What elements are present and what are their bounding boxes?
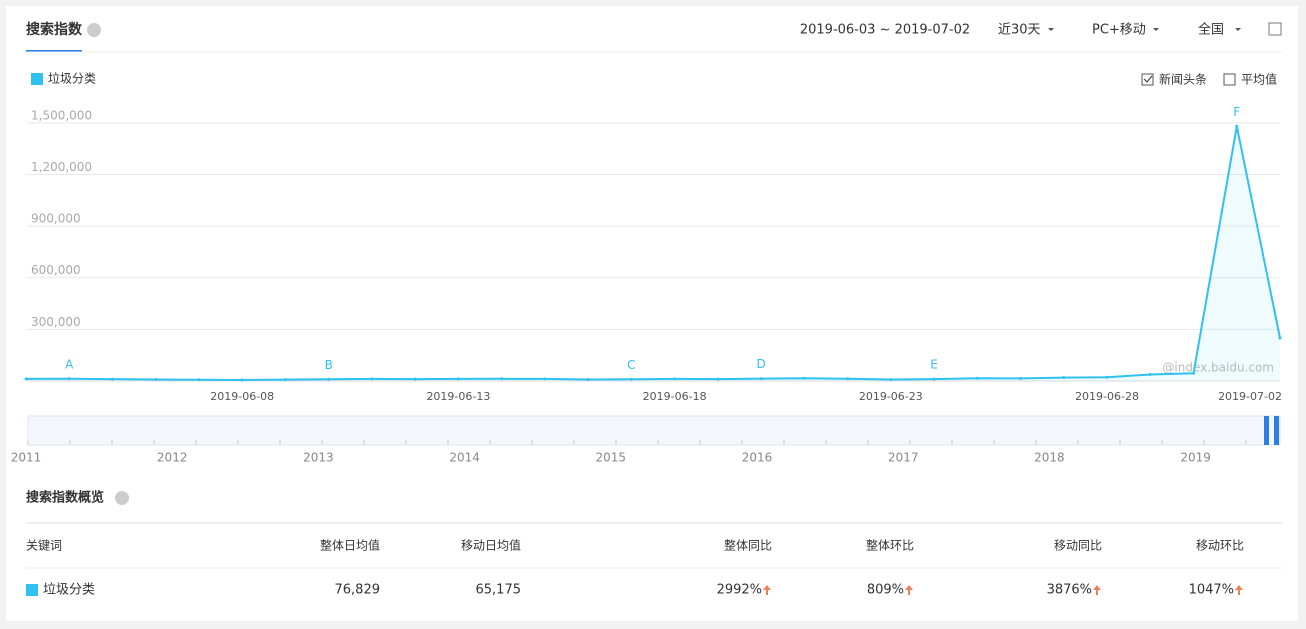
annotation: E xyxy=(930,358,938,372)
timeline-year: 2016 xyxy=(742,451,773,465)
x-tick-label: 2019-06-23 xyxy=(859,390,923,403)
x-tick-label: 2019-07-02 xyxy=(1218,390,1282,403)
column-header: 移动环比 xyxy=(1196,539,1244,553)
watermark: @index.baidu.com xyxy=(1162,361,1274,375)
series-line xyxy=(25,126,1281,382)
legend-label[interactable]: 垃圾分类 xyxy=(48,71,96,86)
timeline-handle[interactable] xyxy=(1264,416,1269,445)
data-point xyxy=(370,377,374,381)
timeline[interactable] xyxy=(27,415,1281,446)
up-arrow xyxy=(763,585,771,595)
annotation: B xyxy=(325,358,333,372)
y-tick-label: 1,500,000 xyxy=(31,108,92,122)
title: 搜索指数 xyxy=(26,21,83,38)
up-arrow xyxy=(1093,585,1101,595)
data-point xyxy=(456,377,460,381)
export-icon[interactable] xyxy=(1268,22,1282,36)
up-arrow xyxy=(905,585,913,595)
data-point xyxy=(889,377,893,381)
timeline-year: 2014 xyxy=(449,451,480,465)
date-range[interactable]: 2019-06-03 ~ 2019-07-02 xyxy=(800,23,970,38)
data-point xyxy=(154,377,158,381)
column-header: 整体日均值 xyxy=(320,538,380,553)
data-point xyxy=(24,377,28,381)
y-tick-label: 600,000 xyxy=(31,263,81,277)
timeline-year: 2013 xyxy=(303,451,334,465)
annotation: A xyxy=(65,357,74,371)
period-select[interactable]: 近30天 xyxy=(998,23,1041,38)
timeline-year: 2015 xyxy=(596,451,627,465)
y-tick-label: 900,000 xyxy=(31,212,81,226)
x-tick-label: 2019-06-28 xyxy=(1075,390,1139,403)
cell: 65,175 xyxy=(476,583,522,598)
check-mark xyxy=(1143,75,1153,83)
timeline-year: 2019 xyxy=(1180,451,1211,465)
timeline-year: 2017 xyxy=(888,451,919,465)
cell: 2992% xyxy=(717,583,762,598)
data-point xyxy=(283,378,287,382)
data-point xyxy=(759,377,763,381)
timeline-handle[interactable] xyxy=(1274,416,1279,445)
data-point xyxy=(67,377,71,381)
data-point xyxy=(716,377,720,381)
y-tick-label: 1,200,000 xyxy=(31,160,92,174)
data-point xyxy=(673,377,677,381)
column-header: 移动同比 xyxy=(1054,539,1102,553)
annotation: C xyxy=(627,358,635,372)
y-tick-label: 300,000 xyxy=(31,315,81,329)
data-point xyxy=(110,377,114,381)
data-point xyxy=(327,377,331,381)
data-point xyxy=(543,377,547,381)
legend-swatch xyxy=(26,584,38,596)
data-point xyxy=(240,378,244,382)
data-point xyxy=(975,376,979,380)
data-point xyxy=(413,377,417,381)
x-tick-label: 2019-06-08 xyxy=(210,390,274,403)
cell: 809% xyxy=(867,583,904,598)
data-point xyxy=(1278,336,1282,340)
timeline-year: 2011 xyxy=(11,451,42,465)
column-header: 移动日均值 xyxy=(461,538,521,553)
news-label[interactable]: 新闻头条 xyxy=(1159,72,1207,87)
overview-title: 搜索指数概览 xyxy=(26,490,104,506)
help-icon[interactable] xyxy=(115,491,129,505)
column-header: 整体环比 xyxy=(866,538,914,553)
column-header: 关键词 xyxy=(26,539,62,553)
checkbox[interactable] xyxy=(1141,73,1154,86)
data-point xyxy=(1148,372,1152,376)
device-select[interactable]: PC+移动 xyxy=(1092,23,1146,38)
annotation: D xyxy=(756,357,765,371)
data-point xyxy=(500,377,504,381)
annotation: F xyxy=(1233,105,1240,119)
data-point xyxy=(802,376,806,380)
average-label[interactable]: 平均值 xyxy=(1241,72,1277,87)
data-point xyxy=(629,377,633,381)
cell: 76,829 xyxy=(335,583,381,598)
help-icon[interactable] xyxy=(87,23,101,37)
data-point xyxy=(1019,376,1023,380)
data-point xyxy=(846,377,850,381)
column-header: 整体同比 xyxy=(724,538,772,553)
x-tick-label: 2019-06-13 xyxy=(426,390,490,403)
data-point xyxy=(932,377,936,381)
data-point xyxy=(197,378,201,382)
data-point xyxy=(586,377,590,381)
region-select[interactable]: 全国 xyxy=(1198,22,1224,38)
data-point xyxy=(1235,124,1239,128)
cell: 3876% xyxy=(1047,583,1092,598)
cell: 垃圾分类 xyxy=(43,583,95,598)
data-point xyxy=(1062,376,1066,380)
data-point xyxy=(1192,371,1196,375)
data-point xyxy=(1105,375,1109,379)
x-tick-label: 2019-06-18 xyxy=(643,390,707,403)
legend-swatch xyxy=(31,73,43,85)
timeline-year: 2018 xyxy=(1034,451,1065,465)
panel xyxy=(6,6,1298,621)
checkbox[interactable] xyxy=(1223,73,1236,86)
cell: 1047% xyxy=(1189,583,1234,598)
timeline-year: 2012 xyxy=(157,451,188,465)
up-arrow xyxy=(1235,585,1243,595)
